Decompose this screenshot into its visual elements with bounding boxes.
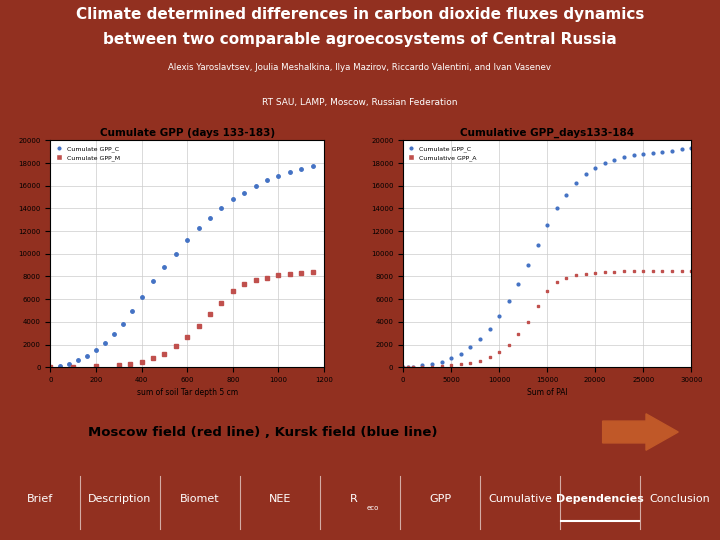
Legend: Cumulate GPP_C, Cumulate GPP_M: Cumulate GPP_C, Cumulate GPP_M <box>53 144 122 163</box>
Text: eco: eco <box>366 505 379 511</box>
Text: between two comparable agroecosystems of Central Russia: between two comparable agroecosystems of… <box>103 31 617 46</box>
Text: Biomet: Biomet <box>180 494 220 504</box>
Legend: Cumulate GPP_C, Cumulative GPP_A: Cumulate GPP_C, Cumulative GPP_A <box>406 144 479 163</box>
X-axis label: Sum of PAI: Sum of PAI <box>527 388 567 397</box>
Text: Brief: Brief <box>27 494 53 504</box>
Title: Cumulative GPP_days133-184: Cumulative GPP_days133-184 <box>460 128 634 138</box>
Text: NEE: NEE <box>269 494 291 504</box>
Text: R: R <box>351 494 358 504</box>
Text: Conclusion: Conclusion <box>649 494 711 504</box>
Text: Description: Description <box>89 494 152 504</box>
Text: Alexis Yaroslavtsev, Joulia Meshalkina, Ilya Mazirov, Riccardo Valentini, and Iv: Alexis Yaroslavtsev, Joulia Meshalkina, … <box>168 63 552 72</box>
Text: Moscow field (red line) , Kursk field (blue line): Moscow field (red line) , Kursk field (b… <box>88 426 438 438</box>
Text: Cumulative: Cumulative <box>488 494 552 504</box>
Text: GPP: GPP <box>429 494 451 504</box>
Text: Climate determined differences in carbon dioxide fluxes dynamics: Climate determined differences in carbon… <box>76 7 644 22</box>
FancyArrow shape <box>603 414 678 450</box>
X-axis label: sum of soil Tar depth 5 cm: sum of soil Tar depth 5 cm <box>137 388 238 397</box>
Text: Dependencies: Dependencies <box>556 494 644 504</box>
Title: Cumulate GPP (days 133-183): Cumulate GPP (days 133-183) <box>99 128 275 138</box>
Text: RT SAU, LAMP, Moscow, Russian Federation: RT SAU, LAMP, Moscow, Russian Federation <box>262 98 458 107</box>
